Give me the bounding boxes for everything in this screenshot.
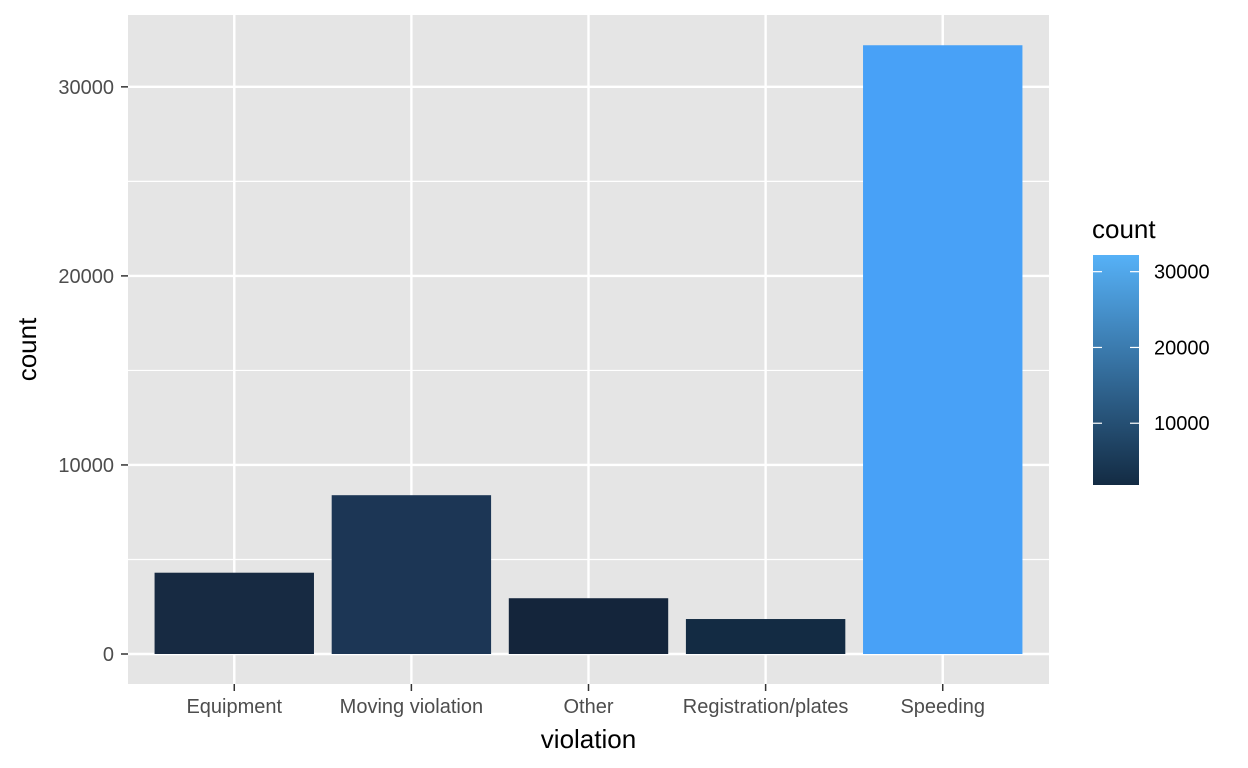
x-tick-label: Other xyxy=(563,696,613,718)
x-tick-label: Registration/plates xyxy=(683,696,849,718)
y-tick-label: 10000 xyxy=(58,455,114,477)
x-tick-label: Equipment xyxy=(186,696,282,718)
bar-speeding xyxy=(863,45,1023,654)
bar-other xyxy=(508,598,669,654)
legend-colorbar xyxy=(1093,255,1139,485)
legend: count 10000 20000 30000 xyxy=(1092,214,1210,485)
legend-ticks: 10000 20000 30000 xyxy=(1093,262,1210,435)
y-axis: 0 10000 20000 30000 xyxy=(58,77,128,666)
bars xyxy=(154,45,1023,654)
legend-tick-label: 20000 xyxy=(1154,337,1210,359)
x-axis-title: violation xyxy=(541,724,636,754)
x-tick-label: Moving violation xyxy=(340,696,483,718)
x-axis: Equipment Moving violation Other Registrati… xyxy=(186,684,985,718)
y-axis-title: count xyxy=(12,317,42,381)
bar-moving-violation xyxy=(331,495,492,654)
x-tick-label: Speeding xyxy=(900,696,985,718)
legend-tick-label: 10000 xyxy=(1154,413,1210,435)
y-tick-label: 0 xyxy=(103,644,114,666)
bar-equipment xyxy=(154,572,314,654)
y-tick-label: 20000 xyxy=(58,266,114,288)
legend-tick-label: 30000 xyxy=(1154,262,1210,284)
y-tick-label: 30000 xyxy=(58,77,114,99)
legend-title: count xyxy=(1092,214,1156,244)
bar-registration-plates xyxy=(685,619,846,654)
